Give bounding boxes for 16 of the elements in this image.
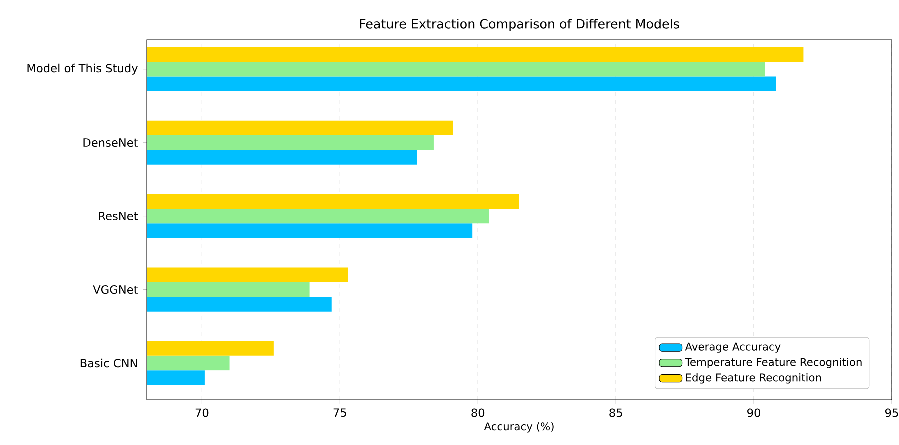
x-tick-label: 80 [472,408,485,418]
y-tick-label: ResNet [99,212,138,221]
x-tick-label: 95 [885,408,898,418]
x-tick-label: 70 [196,408,209,418]
y-tick-label: Basic CNN [80,358,138,368]
legend-label: Temperature Feature Recognition [685,358,862,368]
x-axis-title: Accuracy (%) [484,422,554,433]
legend-label: Edge Feature Recognition [686,373,822,384]
y-tick-label: VGGNet [93,286,138,294]
x-tick-label: 85 [610,408,622,418]
x-tick-label: 90 [748,408,760,418]
chart-title: Feature Extraction Comparison of Different Models [360,19,680,32]
legend-label: Average Accuracy [685,342,781,353]
y-tick-label: Model of This Study [28,64,138,75]
y-tick-label: DenseNet [84,138,138,148]
x-tick-label: 75 [334,408,346,418]
